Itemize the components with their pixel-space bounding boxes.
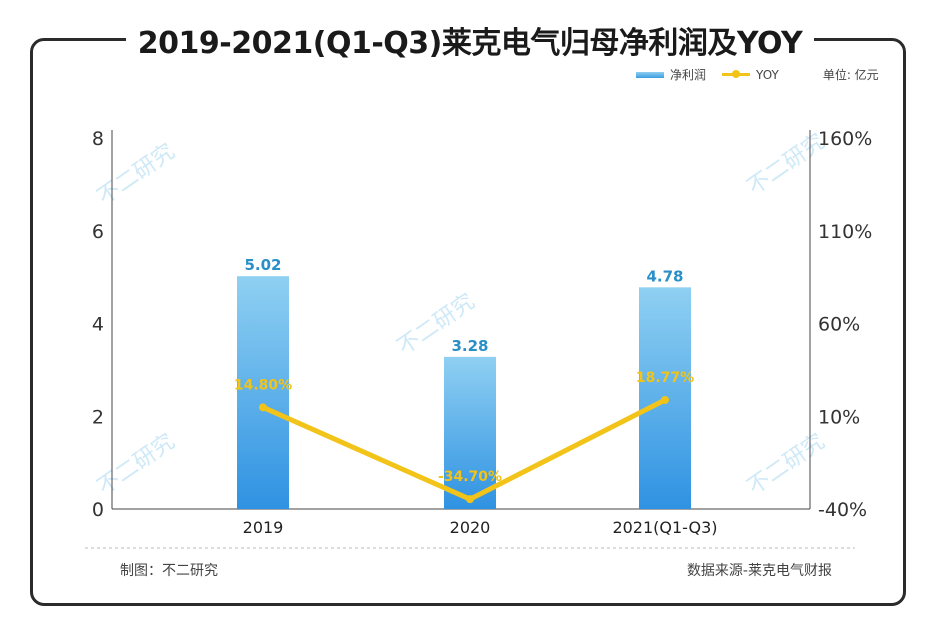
yoy-point [259,403,267,412]
left-tick-label: 4 [92,314,104,336]
right-tick-label: 160% [818,128,872,150]
x-tick-label: 2020 [450,518,491,537]
legend-line-swatch [722,70,751,78]
left-tick-label: 8 [92,128,104,150]
watermark: 不二研究 [93,429,179,500]
watermark: 不二研究 [743,429,829,500]
left-tick-label: 2 [92,406,104,428]
left-tick-label: 0 [92,499,104,521]
bar-value-label: 3.28 [451,337,488,355]
bar-value-label: 5.02 [244,256,281,274]
legend-bar-label: 净利润 [670,68,707,82]
legend: 净利润 YOY 单位: 亿元 [636,66,879,83]
yoy-value-label: -34.70% [438,469,502,485]
yoy-point [466,495,474,504]
x-tick-label: 2019 [243,518,284,537]
watermark: 不二研究 [93,139,179,210]
yoy-value-label: 18.77% [636,370,694,386]
yoy-value-label: 14.80% [234,377,292,393]
bar [237,276,289,509]
right-tick-label: -40% [818,499,867,521]
watermark: 不二研究 [743,129,829,200]
legend-line-label: YOY [756,67,779,82]
left-tick-label: 6 [92,221,104,243]
legend-bar-swatch [636,71,664,78]
x-tick-label: 2021(Q1-Q3) [612,518,717,537]
bar-value-label: 4.78 [646,267,683,285]
right-tick-label: 110% [818,221,872,243]
footer-source: 数据来源-莱克电气财报 [686,563,832,579]
right-tick-label: 60% [818,314,860,336]
right-tick-label: 10% [818,406,860,428]
yoy-point [661,395,669,404]
footer-credit: 制图：不二研究 [120,563,218,579]
unit-label: 单位: 亿元 [822,68,879,82]
chart-title: 2019-2021(Q1-Q3)莱克电气归母净利润及YOY [0,18,940,62]
bar [444,356,496,509]
